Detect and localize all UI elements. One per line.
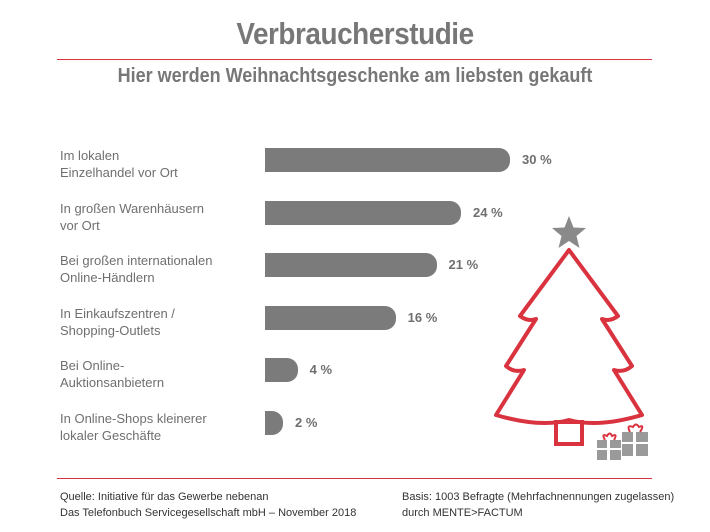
category-label-line: Einzelhandel vor Ort bbox=[60, 165, 178, 180]
data-label: 30 % bbox=[522, 152, 552, 167]
category-label-line: Bei Online- bbox=[60, 358, 125, 373]
category-label-line: In Einkaufszentren / bbox=[60, 305, 175, 321]
gift-bow-icon bbox=[627, 423, 644, 433]
source-line: Quelle: Initiative für das Gewerbe neben… bbox=[60, 491, 269, 503]
category-label: Im lokalen Einzelhandel vor Ort bbox=[60, 147, 260, 181]
chart-subtitle: Hier werden Weihnachtsgeschenke am liebs… bbox=[117, 65, 593, 87]
category-label: In Einkaufszentren / Shopping-Outlets bbox=[60, 305, 260, 339]
category-label: In Online-Shops kleinerer lokaler Geschäf… bbox=[60, 410, 260, 444]
data-label: 2 % bbox=[295, 414, 318, 430]
bar bbox=[265, 200, 461, 225]
gift-bow-icon bbox=[602, 432, 617, 441]
bar bbox=[265, 305, 396, 330]
category-label-line: vor Ort bbox=[60, 217, 100, 233]
category-label-line: Auktionsanbietern bbox=[60, 375, 165, 390]
category-label-line: In Online-Shops kleinerer bbox=[60, 410, 207, 426]
data-label: 24 % bbox=[473, 204, 503, 220]
star-icon bbox=[552, 216, 586, 248]
category-label-line: Online-Händlern bbox=[60, 270, 155, 285]
gift-box-icon bbox=[597, 440, 621, 460]
footer-divider bbox=[57, 478, 652, 479]
category-label: In großen Warenhäusern vor Ort bbox=[60, 200, 260, 234]
basis-note: Basis: 1003 Befragte (Mehrfachnennungen … bbox=[402, 489, 674, 521]
data-label: 16 % bbox=[407, 309, 438, 325]
category-label-line: Im lokalen bbox=[60, 148, 120, 163]
christmas-tree-illustration bbox=[494, 216, 648, 460]
page-title: Verbraucherstudie bbox=[236, 16, 474, 51]
source-note: Quelle: Initiative für das Gewerbe neben… bbox=[60, 489, 356, 521]
category-label: Bei Online- Auktionsanbietern bbox=[60, 357, 260, 391]
category-label: Bei großen internationalen Online-Händler… bbox=[60, 252, 260, 286]
category-label-line: Shopping-Outlets bbox=[60, 322, 161, 338]
tree-trunk-icon bbox=[554, 420, 584, 446]
data-label: 4 % bbox=[309, 362, 333, 377]
basis-line: durch MENTE>FACTUM bbox=[402, 507, 523, 519]
bar bbox=[265, 148, 510, 172]
bar bbox=[265, 410, 283, 435]
source-line: Das Telefonbuch Servicegesellschaft mbH … bbox=[60, 507, 357, 519]
bar bbox=[265, 253, 437, 277]
title-divider bbox=[57, 59, 652, 60]
category-label-line: In großen Warenhäusern bbox=[60, 200, 205, 216]
data-label: 21 % bbox=[448, 257, 479, 272]
bar bbox=[265, 358, 298, 382]
basis-line: Basis: 1003 Befragte (Mehrfachnennungen … bbox=[402, 491, 675, 503]
tree-outline-icon bbox=[494, 248, 644, 425]
category-label-line: Bei großen internationalen bbox=[60, 253, 213, 268]
gift-box-icon bbox=[622, 432, 648, 456]
category-label-line: lokaler Geschäfte bbox=[60, 427, 162, 443]
